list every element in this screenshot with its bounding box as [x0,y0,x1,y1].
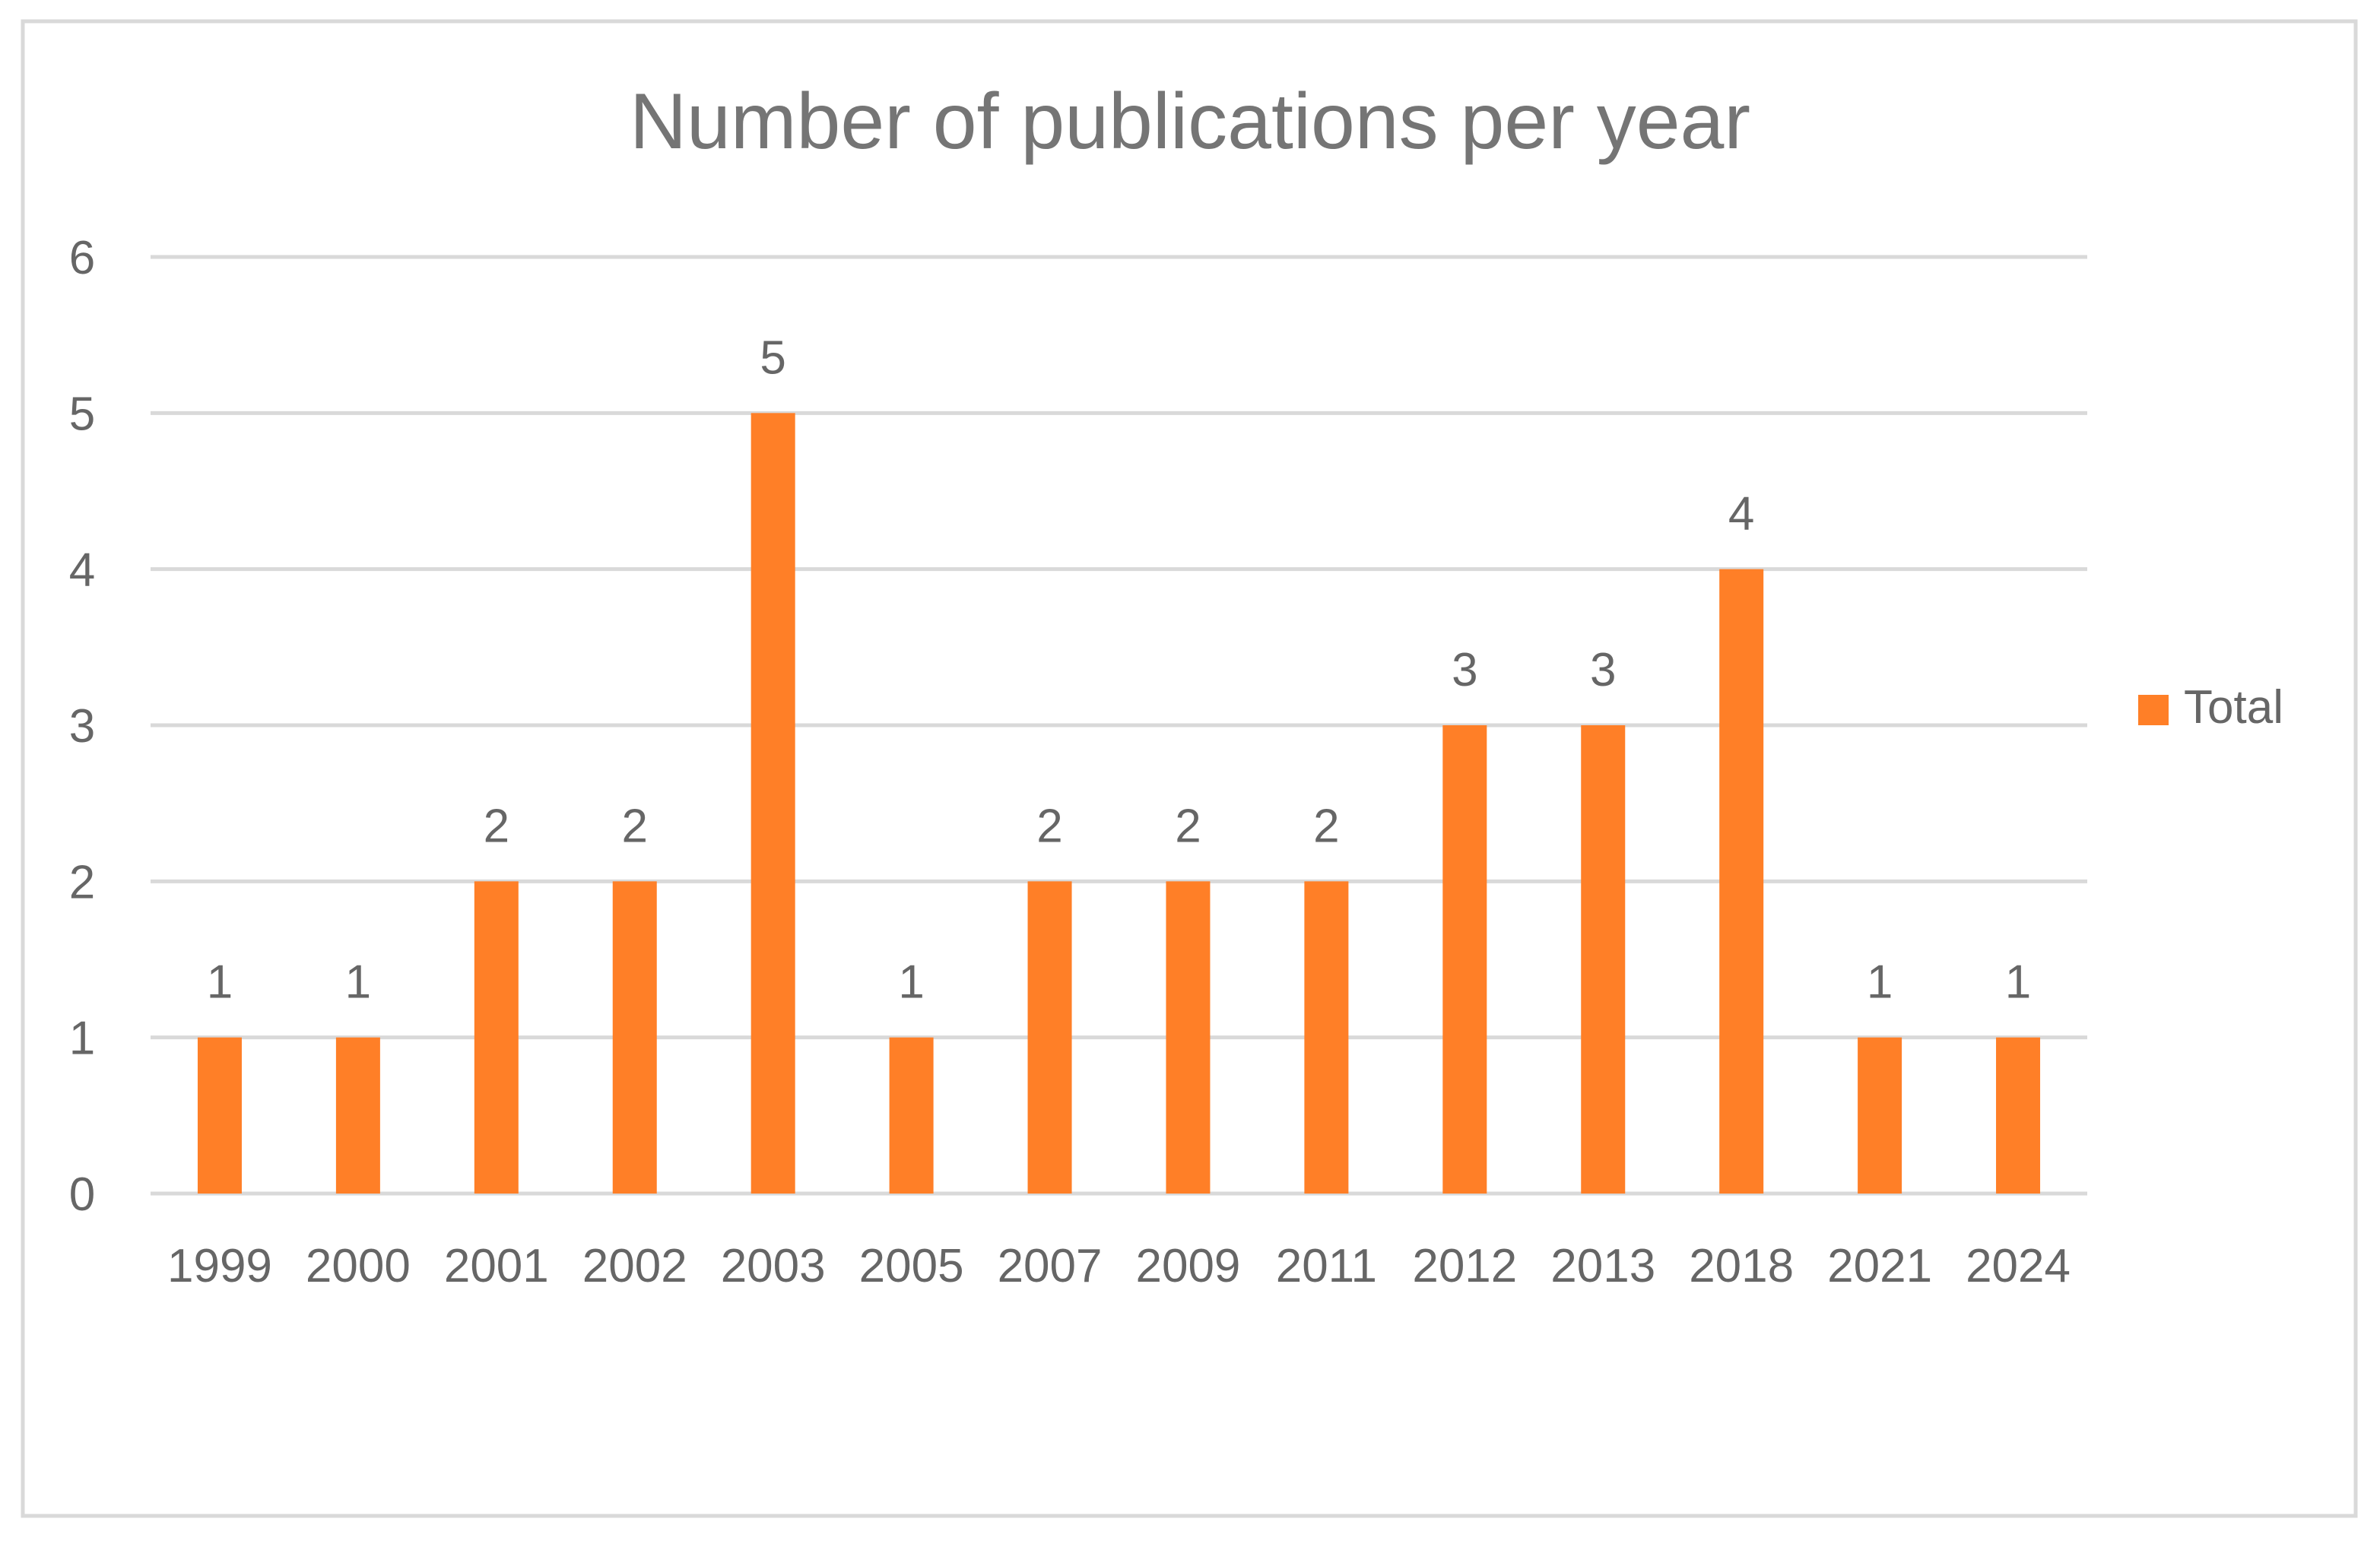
bar-2011 [1304,881,1349,1194]
x-tick-label-2013: 2013 [1550,1240,1655,1292]
data-label-2013: 3 [1590,644,1616,696]
x-tick-label-2012: 2012 [1412,1240,1517,1292]
bar-1999 [197,1037,242,1194]
x-axis-tick-labels: 1999 2000 2001 2002 2003 2005 2007 2009 2011 2012… [167,1240,2071,1292]
data-label-2000: 1 [345,956,371,1009]
bar-2005 [889,1037,934,1194]
legend-label-total: Total [2184,681,2283,734]
bar-2012 [1442,725,1487,1194]
y-tick-label-0: 0 [69,1168,95,1221]
y-tick-label-5: 5 [69,388,95,440]
y-tick-label-2: 2 [69,856,95,908]
data-label-2007: 2 [1036,800,1062,852]
x-tick-label-2003: 2003 [721,1240,826,1292]
data-label-2024: 1 [2005,956,2031,1009]
y-tick-label-3: 3 [69,700,95,753]
bar-2009 [1166,881,1211,1194]
x-tick-label-2005: 2005 [859,1240,964,1292]
x-tick-label-2001: 2001 [444,1240,549,1292]
bar-2002 [612,881,657,1194]
data-labels: 1 1 2 2 5 1 2 2 2 3 3 4 1 1 [207,331,2032,1008]
chart-title: Number of publications per year [630,78,1750,166]
x-tick-label-1999: 1999 [167,1240,272,1292]
data-label-2002: 2 [622,800,648,852]
data-label-2012: 3 [1452,644,1477,696]
x-tick-label-2011: 2011 [1276,1240,1377,1292]
data-label-2001: 2 [484,800,509,852]
bars [197,413,2041,1194]
bar-2021 [1858,1037,1902,1194]
bar-2000 [335,1037,380,1194]
legend: Total [2138,681,2283,734]
legend-swatch-total [2138,695,2169,725]
x-tick-label-2024: 2024 [1966,1240,2071,1292]
bar-2013 [1581,725,1626,1194]
bar-2007 [1027,881,1072,1194]
data-label-2005: 1 [898,956,924,1009]
data-label-2011: 2 [1313,800,1339,852]
x-tick-label-2002: 2002 [582,1240,687,1292]
y-tick-label-1: 1 [69,1013,95,1065]
x-tick-label-2018: 2018 [1689,1240,1794,1292]
bar-2001 [474,881,519,1194]
x-tick-label-2007: 2007 [998,1240,1103,1292]
chart-border [21,19,2358,1518]
bar-2024 [1996,1037,2041,1194]
data-label-2003: 5 [760,331,785,384]
gridlines [151,255,2087,1196]
x-tick-label-2009: 2009 [1135,1240,1240,1292]
data-label-1999: 1 [207,956,233,1009]
y-tick-label-6: 6 [69,232,95,284]
x-tick-label-2000: 2000 [306,1240,411,1292]
bar-2003 [750,413,795,1194]
x-tick-label-2021: 2021 [1827,1240,1932,1292]
y-axis-tick-labels: 0 1 2 3 4 5 6 [69,232,95,1221]
data-label-2009: 2 [1175,800,1201,852]
data-label-2021: 1 [1867,956,1893,1009]
bar-2018 [1719,569,1764,1194]
data-label-2018: 4 [1728,488,1754,541]
y-tick-label-4: 4 [69,544,95,597]
